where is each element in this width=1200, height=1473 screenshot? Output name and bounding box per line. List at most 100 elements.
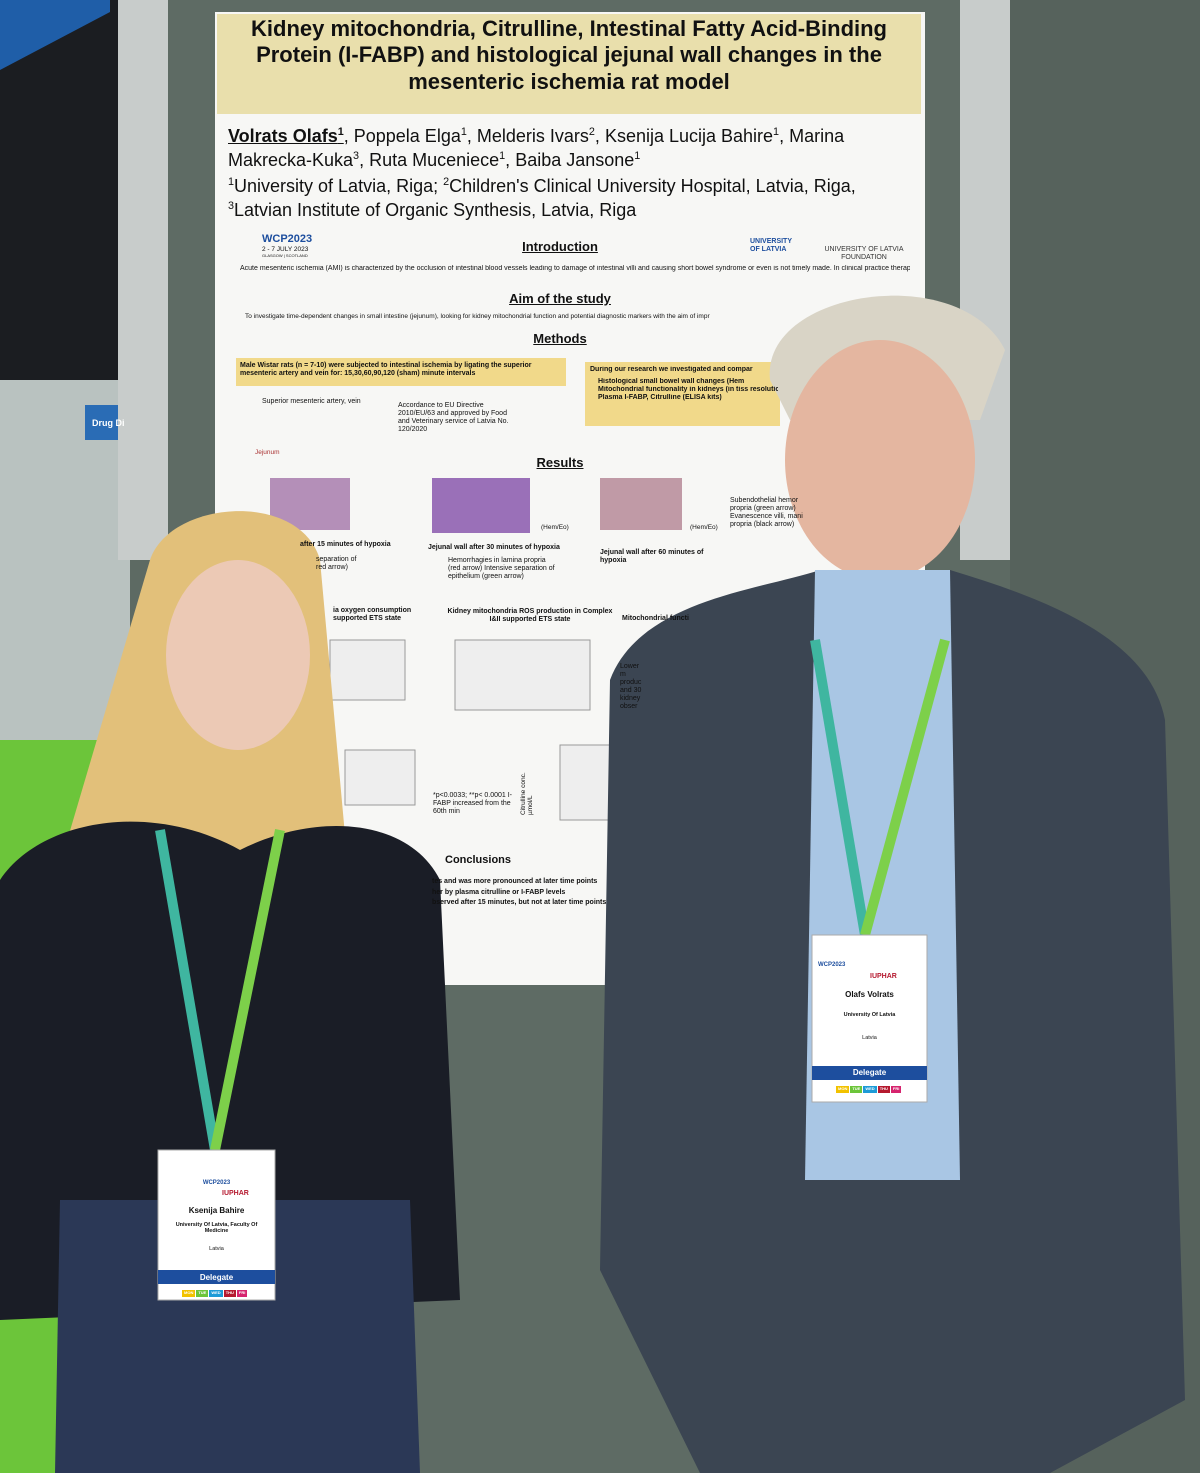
histology-image — [600, 478, 682, 530]
author: Poppela Elga1 — [354, 126, 467, 146]
directive: Accordance to EU Directive 2010/EU/63 an… — [398, 402, 509, 434]
section-heading: Conclusions — [445, 854, 512, 866]
author-name: Baiba Jansone — [515, 150, 635, 171]
author-sup: 1 — [773, 126, 780, 138]
author: Ruta Muceniece1 — [369, 150, 505, 170]
methods-box-title: During our research we investigated and … — [590, 366, 753, 373]
badge-country: Latvia — [209, 1246, 224, 1252]
methods-box-right — [585, 362, 780, 426]
affiliation-text: Latvian Institute of Organic Synthesis, … — [234, 200, 637, 221]
affiliation-sup: 1 — [228, 176, 235, 188]
badge-org: University Of Latvia, Faculty Of Medicin… — [175, 1222, 258, 1235]
poster-title: Kidney mitochondria, Citrulline, Intesti… — [251, 16, 887, 94]
day-tag: TUE — [196, 1290, 209, 1297]
list-item: Histological small bowel wall changes (H… — [598, 378, 745, 385]
conclusion-line: bserved after 15 minutes, but not at lat… — [432, 899, 607, 906]
affiliation-text: University of Latvia, Riga; — [234, 176, 439, 196]
logo-text: UNIVERSITY OF LATVIA FOUNDATION — [824, 246, 904, 262]
stain: (Hem/Eo) — [690, 524, 718, 531]
badge-country: Latvia — [862, 1035, 877, 1041]
histology-image — [432, 478, 530, 533]
face — [166, 560, 310, 750]
lanyard — [860, 638, 950, 937]
badge-name: Olafs Volrats — [845, 990, 894, 999]
chart-image — [344, 749, 416, 806]
logo-text: UNIVERSITY OF LATVIA — [750, 238, 792, 254]
badge-days: MON TUE WED THU FRI — [836, 1086, 902, 1093]
conclusion-line: tes and was more pronounced at later tim… — [432, 878, 598, 885]
badge-stripe — [158, 1270, 275, 1284]
badge-iuphar: IUPHAR — [870, 973, 897, 980]
day-tag: TUE — [850, 1086, 863, 1093]
sign-text: Drug Di — [92, 418, 125, 428]
author: Marina Makrecka-Kuka3 — [228, 126, 844, 170]
conclusions: tes and was more pronounced at later tim… — [432, 877, 662, 909]
author-sup: 1 — [634, 150, 641, 163]
banner — [0, 0, 110, 70]
conclusion-line: her by plasma citrulline or I-FABP level… — [432, 888, 566, 896]
badge-iuphar: IUPHAR — [222, 1190, 249, 1197]
day-tag: THU — [877, 1086, 890, 1093]
day-tag: MON — [182, 1290, 196, 1297]
intro-text: Acute mesenteric ischemia (AMI) is chara… — [240, 265, 910, 272]
affiliation-sup: 3 — [228, 200, 235, 213]
author-name: Marina Makrecka-Kuka — [228, 126, 845, 171]
affiliation-sup: 2 — [443, 176, 450, 188]
stain: (Hem/Eo) — [541, 524, 569, 531]
section-heading: Methods — [533, 331, 587, 346]
list-item: Plasma I-FABP, Citrulline (ELISA kits) — [598, 394, 722, 402]
day-tag: FRI — [890, 1086, 902, 1093]
day-tag: THU — [223, 1290, 236, 1297]
chart-title: Kidney mitochondria ROS production in Co… — [447, 608, 613, 624]
methods-list: Histological small bowel wall changes (H… — [598, 378, 778, 402]
author: Baiba Jansone1 — [515, 150, 640, 170]
title-band — [217, 14, 921, 114]
list-item: Mitochondrial functionality in kidneys (… — [598, 386, 778, 394]
author: Volrats Olafs1 — [228, 126, 344, 146]
affiliation: 2Children's Clinical University Hospital… — [443, 176, 856, 196]
note: Lower m produc and 30 kidney obser — [620, 663, 642, 711]
author-name: Melderis Ivars — [476, 126, 589, 146]
caption: Jejunal wall after 60 minutes of hypoxia — [600, 549, 704, 565]
methods-box — [236, 358, 566, 386]
affiliation: 1University of Latvia, Riga; — [228, 176, 438, 196]
badge-stripe — [812, 1066, 927, 1080]
author: Ksenija Lucija Bahire1 — [605, 126, 779, 146]
logo-text: GLASGOW | SCOTLAND — [262, 253, 308, 258]
methods-text: Male Wistar rats (n = 7-10) were subject… — [240, 362, 532, 378]
badge-days: MON TUE WED THU FRI — [182, 1290, 248, 1297]
author-name: Poppela Elga — [353, 126, 461, 146]
frame-left — [118, 0, 168, 560]
chart-title: Mitochondrial functi — [622, 615, 689, 622]
section-heading: Results — [536, 455, 584, 470]
author-sup: 1 — [460, 126, 467, 138]
author-sup: 2 — [588, 126, 595, 138]
lanyard — [810, 639, 870, 936]
author-name: Ruta Muceniece — [369, 150, 500, 171]
logo-text: 2 - 7 JULY 2023 — [262, 246, 309, 253]
axis-label: Citrulline conc. µmol/L — [520, 772, 535, 815]
section-heading: Introduction — [522, 239, 598, 254]
caption: after 15 minutes of hypoxia — [300, 541, 391, 548]
badge-event: WCP2023 — [202, 1180, 231, 1186]
methods-label: Superior mesenteric artery, vein — [262, 398, 361, 405]
chart-title: ia oxygen consumption supported ETS stat… — [333, 607, 412, 623]
badge-name: Ksenija Bahire — [188, 1206, 245, 1215]
lanyard — [210, 829, 285, 1151]
methods-label: Jejunum — [255, 449, 280, 456]
author: Melderis Ivars2 — [477, 126, 595, 146]
author-name: Ksenija Lucija Bahire — [604, 126, 774, 146]
section-heading: Aim of the study — [509, 291, 611, 306]
author-sup: 1 — [337, 126, 344, 138]
author-sup: 3 — [353, 150, 360, 163]
note: separation of red arrow) — [316, 556, 357, 572]
note: Subendothelial hemor propria (green arro… — [730, 497, 803, 529]
affiliations: 1University of Latvia, Riga; 2Children's… — [228, 174, 918, 223]
aim-text: To investigate time-dependent changes in… — [245, 313, 710, 320]
affiliation-text: Children's Clinical University Hospital,… — [449, 176, 856, 196]
caption: Jejunal wall after 30 minutes of hypoxia — [428, 544, 560, 551]
note: Hemorrhagies in lamina propria (red arro… — [448, 557, 555, 581]
chart-image — [454, 639, 591, 711]
chart-image — [329, 639, 406, 701]
